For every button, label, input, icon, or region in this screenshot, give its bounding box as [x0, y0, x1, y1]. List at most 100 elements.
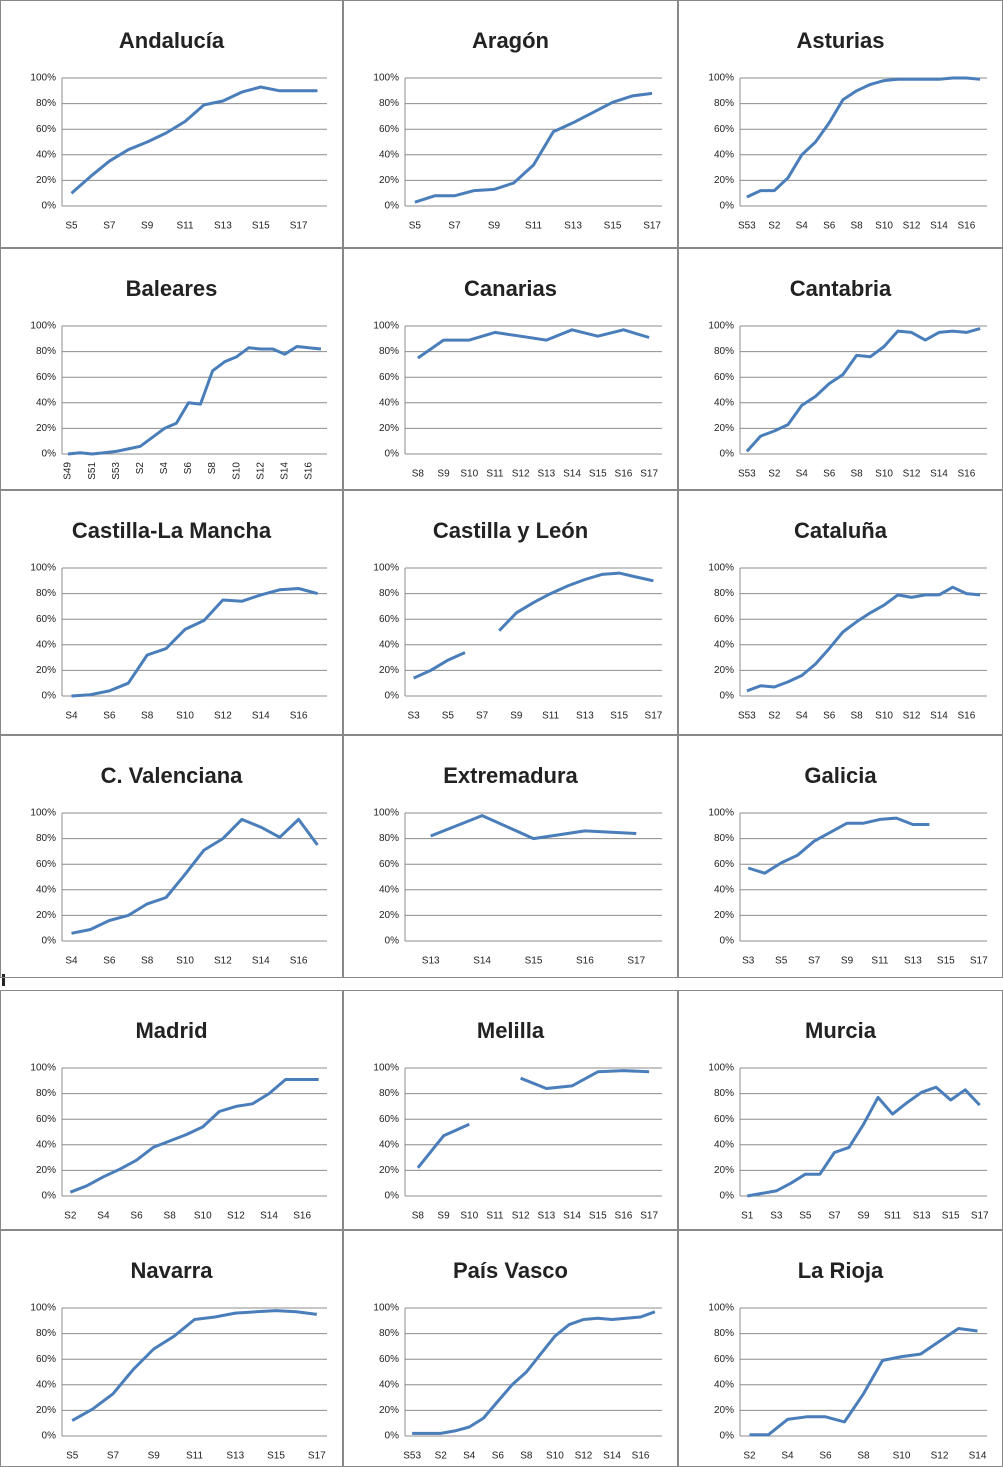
x-tick-label: S9	[141, 221, 154, 232]
x-tick-label: S11	[186, 1451, 203, 1462]
y-tick-label: 80%	[379, 833, 399, 844]
x-tick-label: S14	[563, 1211, 581, 1222]
y-tick-label: 60%	[379, 614, 399, 625]
chart-title: Melilla	[477, 1018, 545, 1043]
y-tick-label: 80%	[379, 346, 399, 357]
y-tick-label: 60%	[36, 614, 56, 625]
y-tick-label: 0%	[385, 449, 400, 460]
x-tick-label: S16	[615, 1211, 633, 1222]
y-tick-label: 20%	[379, 665, 399, 676]
y-tick-label: 100%	[373, 321, 399, 332]
x-tick-label: S14	[563, 469, 581, 480]
y-tick-label: 80%	[714, 588, 734, 599]
x-tick-label: S7	[476, 711, 489, 722]
x-tick-label: S9	[857, 1211, 870, 1222]
y-tick-label: 80%	[36, 346, 56, 357]
y-tick-label: 100%	[708, 321, 734, 332]
x-tick-label: S17	[627, 956, 645, 967]
y-tick-label: 40%	[714, 1379, 734, 1390]
y-tick-label: 100%	[30, 73, 56, 84]
x-tick-label: S8	[851, 469, 864, 480]
y-tick-label: 20%	[36, 665, 56, 676]
x-tick-label: S12	[931, 1451, 949, 1462]
x-tick-label: S14	[252, 956, 270, 967]
y-tick-label: 80%	[36, 1328, 56, 1339]
y-tick-label: 100%	[708, 563, 734, 574]
x-tick-label: S3	[770, 1211, 783, 1222]
data-line	[71, 587, 318, 698]
y-tick-label: 0%	[42, 201, 57, 212]
y-tick-label: 100%	[373, 1063, 399, 1074]
x-tick-label: S11	[177, 221, 194, 232]
x-tick-label: S53	[403, 1451, 421, 1462]
y-tick-label: 0%	[42, 936, 57, 947]
stray-mark	[2, 974, 5, 986]
chart-title: Galicia	[804, 763, 877, 788]
x-tick-label: S6	[823, 711, 836, 722]
y-tick-label: 80%	[36, 1088, 56, 1099]
y-tick-label: 40%	[36, 397, 56, 408]
x-tick-label: S2	[768, 469, 781, 480]
x-tick-label: S14	[969, 1451, 987, 1462]
x-tick-label: S11	[884, 1211, 901, 1222]
y-tick-label: 60%	[379, 124, 399, 135]
x-tick-label: S8	[141, 956, 154, 967]
x-tick-label: S4	[159, 462, 170, 475]
x-tick-label: S16	[615, 469, 633, 480]
x-tick-label: S2	[768, 711, 781, 722]
y-tick-label: 60%	[379, 859, 399, 870]
data-line	[416, 1069, 650, 1169]
x-tick-label: S10	[875, 469, 893, 480]
x-tick-label: S9	[488, 221, 501, 232]
chart-title: Extremadura	[443, 763, 578, 788]
chart-title: La Rioja	[798, 1258, 884, 1283]
panel-border	[0, 248, 343, 490]
y-tick-label: 20%	[714, 1405, 734, 1416]
x-tick-label: S12	[575, 1451, 593, 1462]
panel-border	[343, 735, 678, 978]
y-tick-label: 60%	[36, 859, 56, 870]
data-line	[430, 814, 637, 841]
x-tick-label: S16	[958, 221, 976, 232]
data-line	[747, 816, 930, 875]
y-tick-label: 80%	[714, 346, 734, 357]
x-tick-label: S53	[111, 462, 122, 480]
y-tick-label: 20%	[36, 1405, 56, 1416]
y-tick-label: 20%	[379, 175, 399, 186]
panel-border	[0, 990, 343, 1230]
x-tick-label: S11	[525, 221, 542, 232]
x-tick-label: S16	[958, 469, 976, 480]
x-tick-label: S14	[473, 956, 491, 967]
data-line	[412, 571, 654, 680]
data-line	[69, 1078, 319, 1194]
y-tick-label: 100%	[708, 808, 734, 819]
y-tick-label: 100%	[708, 1063, 734, 1074]
x-tick-label: S14	[930, 711, 948, 722]
x-tick-label: S6	[183, 462, 194, 475]
x-tick-label: S7	[107, 1451, 120, 1462]
y-tick-label: 80%	[379, 1088, 399, 1099]
x-tick-label: S15	[589, 469, 607, 480]
y-tick-label: 20%	[714, 910, 734, 921]
y-tick-label: 40%	[36, 884, 56, 895]
y-tick-label: 40%	[36, 639, 56, 650]
x-tick-label: S10	[231, 462, 242, 480]
x-tick-label: S13	[913, 1211, 931, 1222]
x-tick-label: S15	[610, 711, 628, 722]
x-tick-label: S13	[422, 956, 440, 967]
x-tick-label: S11	[871, 956, 888, 967]
panel-border	[343, 490, 678, 735]
y-tick-label: 0%	[720, 1431, 735, 1442]
y-tick-label: 20%	[714, 175, 734, 186]
x-tick-label: S16	[290, 711, 308, 722]
x-tick-label: S12	[214, 956, 232, 967]
x-tick-label: S7	[808, 956, 821, 967]
x-tick-label: S13	[904, 956, 922, 967]
chart-title: Andalucía	[119, 28, 225, 53]
x-tick-label: S14	[260, 1211, 278, 1222]
x-tick-label: S10	[460, 469, 478, 480]
x-tick-label: S9	[148, 1451, 161, 1462]
x-tick-label: S5	[442, 711, 455, 722]
x-tick-label: S5	[66, 1451, 79, 1462]
y-tick-label: 0%	[42, 1431, 57, 1442]
